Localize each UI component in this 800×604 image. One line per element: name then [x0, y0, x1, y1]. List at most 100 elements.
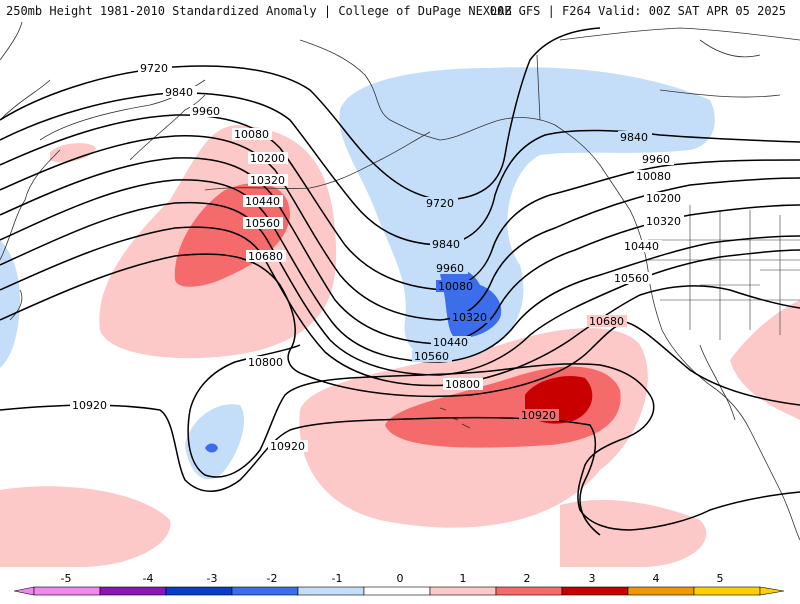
contour-10440	[0, 201, 800, 376]
svg-text:10320: 10320	[646, 215, 681, 228]
anomaly-area-mexico	[730, 300, 800, 420]
contour-labels: 9720 9840 9960 10080 10200 10320 10440 1…	[70, 62, 684, 453]
label-10080-a: 10080	[232, 128, 272, 141]
map-header: 250mb Height 1981-2010 Standardized Anom…	[0, 0, 800, 22]
tick-label: 3	[589, 572, 596, 585]
svg-text:10560: 10560	[245, 217, 280, 230]
colorbar-swatch	[627, 586, 695, 596]
svg-text:10320: 10320	[250, 174, 285, 187]
svg-text:10200: 10200	[250, 152, 285, 165]
label-10680-b: 10680	[587, 315, 627, 328]
label-10080-b: 10080	[436, 280, 476, 293]
svg-text:10800: 10800	[248, 356, 283, 369]
tick-label: -1	[332, 572, 343, 585]
tick-label: 0	[397, 572, 404, 585]
svg-text:10080: 10080	[438, 280, 473, 293]
label-10920-b: 10920	[268, 440, 308, 453]
colorbar-swatch	[165, 586, 233, 596]
label-10800-b: 10800	[443, 378, 483, 391]
colorbar-swatches	[13, 586, 785, 596]
label-9960-a: 9960	[190, 105, 224, 118]
svg-text:10080: 10080	[234, 128, 269, 141]
svg-text:10320: 10320	[452, 311, 487, 324]
label-10440-b: 10440	[431, 336, 471, 349]
label-10560-b: 10560	[412, 350, 452, 363]
asia-coastline	[0, 22, 206, 321]
tick-label: -3	[207, 572, 218, 585]
alaska-border	[536, 54, 541, 121]
colorbar-swatch	[231, 586, 299, 596]
label-10560-a: 10560	[243, 217, 283, 230]
label-10080-c: 10080	[634, 170, 674, 183]
colorbar-swatch	[429, 586, 497, 596]
colorbar-swatch	[495, 586, 563, 596]
tick-label: 1	[460, 572, 467, 585]
svg-text:10920: 10920	[270, 440, 305, 453]
svg-text:10440: 10440	[433, 336, 468, 349]
map-title: 250mb Height 1981-2010 Standardized Anom…	[6, 4, 512, 18]
anomaly-area-south-lobe	[185, 404, 245, 480]
tick-label: -4	[143, 572, 154, 585]
alaska-coastline	[299, 39, 631, 211]
svg-text:10680: 10680	[589, 315, 624, 328]
label-9720-a: 9720	[138, 62, 172, 75]
label-10200-c: 10200	[644, 192, 684, 205]
label-9840-c: 9840	[618, 131, 652, 144]
coastlines	[0, 22, 800, 541]
label-10440-c: 10440	[622, 240, 662, 253]
colorbar-swatch	[363, 586, 431, 596]
tick-label: -2	[267, 572, 278, 585]
label-9840-a: 9840	[163, 86, 197, 99]
aleutian-islands	[204, 131, 431, 191]
label-10560-c: 10560	[612, 272, 652, 285]
colorbar-swatch	[561, 586, 629, 596]
baja-california	[699, 344, 736, 421]
anomaly-area-dateline-small	[50, 143, 96, 163]
label-10440-a: 10440	[243, 195, 283, 208]
svg-text:9840: 9840	[432, 238, 460, 251]
canada-arctic	[559, 27, 800, 98]
svg-text:10200: 10200	[646, 192, 681, 205]
anomaly-area-south-pacific	[0, 486, 171, 567]
svg-text:10800: 10800	[445, 378, 480, 391]
colorbar-ticks: -5 -4 -3 -2 -1 0 1 2 3 4 5	[61, 572, 724, 585]
north-america-west-coast	[629, 209, 800, 541]
anomaly-colorbar: -5 -4 -3 -2 -1 0 1 2 3 4 5	[0, 567, 800, 600]
svg-text:10560: 10560	[414, 350, 449, 363]
svg-text:9840: 9840	[620, 131, 648, 144]
svg-text:9720: 9720	[426, 197, 454, 210]
tick-label: -5	[61, 572, 72, 585]
colorbar-swatch	[693, 586, 761, 596]
label-9720-b: 9720	[424, 197, 458, 210]
colorbar-swatch	[99, 586, 167, 596]
svg-text:10080: 10080	[636, 170, 671, 183]
kamchatka-coastline	[129, 94, 206, 161]
svg-text:9720: 9720	[140, 62, 168, 75]
label-10920-c: 10920	[519, 409, 559, 422]
contour-10920	[0, 404, 601, 536]
tick-label: 2	[524, 572, 531, 585]
label-10200-a: 10200	[248, 152, 288, 165]
contour-9960	[0, 114, 800, 291]
tick-label: 5	[717, 572, 724, 585]
svg-text:10560: 10560	[614, 272, 649, 285]
label-9960-c: 9960	[640, 153, 674, 166]
model-run-info: 00Z GFS | F264 Valid: 00Z SAT APR 05 202…	[489, 4, 786, 18]
colorbar-swatch	[33, 586, 101, 596]
svg-text:10440: 10440	[245, 195, 280, 208]
anomaly-area-southeast	[560, 500, 707, 567]
svg-text:9960: 9960	[642, 153, 670, 166]
svg-text:9960: 9960	[192, 105, 220, 118]
label-10320-b: 10320	[450, 311, 490, 324]
colorbar-arrow-right	[759, 586, 785, 596]
us-state-borders	[648, 205, 800, 340]
svg-text:9840: 9840	[165, 86, 193, 99]
anomaly-area-small-dot	[205, 443, 218, 453]
colorbar-swatch	[297, 586, 365, 596]
colorbar-arrow-left	[13, 586, 35, 596]
svg-text:10920: 10920	[72, 399, 107, 412]
svg-text:9960: 9960	[436, 262, 464, 275]
contour-10800	[187, 344, 800, 531]
anomaly-area-gulf-of-alaska	[339, 67, 715, 361]
